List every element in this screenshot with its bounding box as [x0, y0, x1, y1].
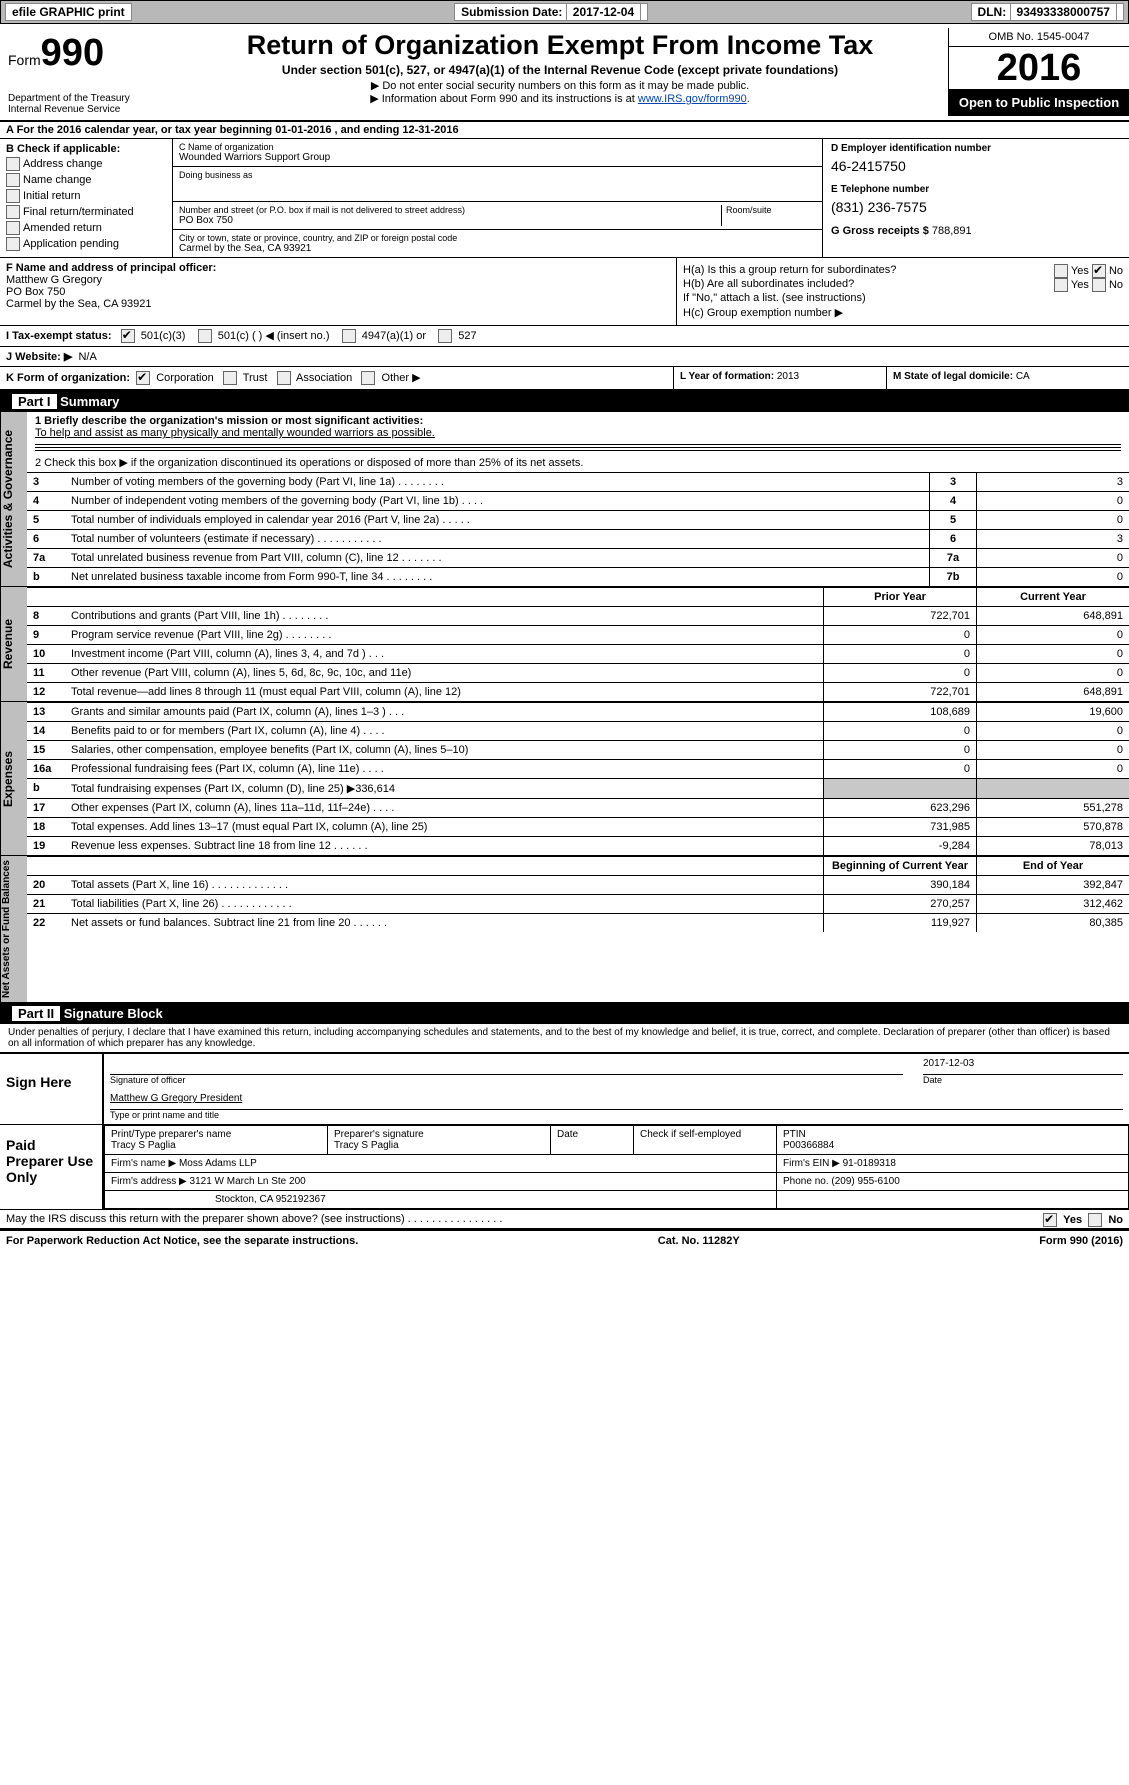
governance-section: Activities & Governance 1 Briefly descri… — [0, 412, 1129, 587]
cb-discuss-no[interactable] — [1088, 1213, 1102, 1227]
preparer-sig: Tracy S Paglia — [334, 1140, 544, 1151]
form-header: Form990 Department of the Treasury Inter… — [0, 24, 1129, 122]
org-name: Wounded Warriors Support Group — [179, 152, 816, 163]
expenses-table: 13Grants and similar amounts paid (Part … — [27, 702, 1129, 855]
tax-year: 2016 — [949, 47, 1129, 89]
officer-addr1: PO Box 750 — [6, 286, 670, 298]
firm-addr: 3121 W March Ln Ste 200 — [190, 1176, 306, 1187]
top-bar: efile GRAPHIC print Submission Date: 201… — [0, 0, 1129, 24]
dln: DLN: 93493338000757 — [971, 3, 1124, 21]
h-b: H(b) Are all subordinates included? Yes … — [683, 278, 1123, 290]
omb-number: OMB No. 1545-0047 — [949, 28, 1129, 47]
street: PO Box 750 — [179, 215, 721, 226]
firm-city: Stockton, CA 952192367 — [215, 1194, 326, 1205]
section-a: A For the 2016 calendar year, or tax yea… — [0, 122, 1129, 139]
sign-date: 2017-12-03 — [923, 1058, 974, 1069]
cb-other[interactable] — [361, 371, 375, 385]
cb-initial-return[interactable]: Initial return — [6, 189, 166, 203]
section-k-l-m: K Form of organization: Corporation Trus… — [0, 367, 1129, 391]
website: N/A — [78, 351, 96, 363]
cb-corporation[interactable] — [136, 371, 150, 385]
form-ref: Form 990 (2016) — [1039, 1235, 1123, 1247]
preparer-name: Tracy S Paglia — [111, 1140, 321, 1151]
state-domicile: CA — [1016, 371, 1030, 382]
governance-table: 3Number of voting members of the governi… — [27, 472, 1129, 586]
sign-here-block: Sign Here Signature of officer2017-12-03… — [0, 1052, 1129, 1125]
cb-discuss-yes[interactable] — [1043, 1213, 1057, 1227]
discuss-line: May the IRS discuss this return with the… — [0, 1210, 1129, 1230]
telephone: (831) 236-7575 — [831, 199, 1121, 215]
gross-receipts: G Gross receipts $ 788,891 — [831, 225, 1121, 237]
ptin: P00366884 — [783, 1140, 1122, 1151]
ein: 46-2415750 — [831, 158, 1121, 174]
firm-name: Moss Adams LLP — [179, 1158, 257, 1169]
cb-address-change[interactable]: Address change — [6, 157, 166, 171]
cat-no: Cat. No. 11282Y — [658, 1235, 740, 1247]
officer-addr2: Carmel by the Sea, CA 93921 — [6, 298, 670, 310]
sidelabel-expenses: Expenses — [0, 702, 27, 855]
open-to-public: Open to Public Inspection — [949, 89, 1129, 116]
page-footer: For Paperwork Reduction Act Notice, see … — [0, 1230, 1129, 1251]
cb-501c3[interactable] — [121, 329, 135, 343]
sidelabel-governance: Activities & Governance — [0, 412, 27, 586]
efile-badge: efile GRAPHIC print — [5, 3, 132, 21]
revenue-section: Revenue Prior YearCurrent Year8Contribut… — [0, 587, 1129, 702]
section-b-c-d: B Check if applicable: Address change Na… — [0, 139, 1129, 258]
section-f-h: F Name and address of principal officer:… — [0, 258, 1129, 326]
cb-amended[interactable]: Amended return — [6, 221, 166, 235]
revenue-table: Prior YearCurrent Year8Contributions and… — [27, 587, 1129, 701]
firm-phone: (209) 955-6100 — [831, 1176, 899, 1187]
h-c: H(c) Group exemption number ▶ — [683, 306, 1123, 319]
h-note: If "No," attach a list. (see instruction… — [683, 292, 1123, 304]
city-state-zip: Carmel by the Sea, CA 93921 — [179, 243, 816, 254]
netassets-section: Net Assets or Fund Balances Beginning of… — [0, 856, 1129, 1003]
section-b: B Check if applicable: Address change Na… — [0, 139, 173, 257]
ssn-warning: ▶ Do not enter social security numbers o… — [182, 79, 938, 92]
irs-link[interactable]: www.IRS.gov/form990 — [638, 93, 747, 105]
irs-label: Internal Revenue Service — [8, 104, 168, 115]
perjury-statement: Under penalties of perjury, I declare th… — [0, 1024, 1129, 1052]
submission-date: Submission Date: 2017-12-04 — [454, 3, 648, 21]
part-2-header: Part II Signature Block — [0, 1003, 1129, 1024]
officer-signed-name: Matthew G Gregory President — [110, 1093, 242, 1104]
cb-trust[interactable] — [223, 371, 237, 385]
section-d-e-g: D Employer identification number 46-2415… — [823, 139, 1129, 257]
cb-association[interactable] — [277, 371, 291, 385]
instructions-line: ▶ Information about Form 990 and its ins… — [182, 92, 938, 105]
q2: 2 Check this box ▶ if the organization d… — [27, 453, 1129, 472]
part-1-header: Part I Summary — [0, 391, 1129, 412]
section-c: C Name of organizationWounded Warriors S… — [173, 139, 823, 257]
cb-527[interactable] — [438, 329, 452, 343]
officer-name: Matthew G Gregory — [6, 274, 670, 286]
form-990-page: efile GRAPHIC print Submission Date: 201… — [0, 0, 1129, 1251]
cb-4947[interactable] — [342, 329, 356, 343]
cb-application-pending[interactable]: Application pending — [6, 237, 166, 251]
dept-treasury: Department of the Treasury — [8, 93, 168, 104]
netassets-table: Beginning of Current YearEnd of Year20To… — [27, 856, 1129, 932]
form-title: Return of Organization Exempt From Incom… — [182, 30, 938, 61]
mission: To help and assist as many physically an… — [35, 427, 435, 439]
expenses-section: Expenses 13Grants and similar amounts pa… — [0, 702, 1129, 856]
section-j: J Website: ▶ N/A — [0, 347, 1129, 367]
h-a: H(a) Is this a group return for subordin… — [683, 264, 1123, 276]
sidelabel-netassets: Net Assets or Fund Balances — [0, 856, 27, 1002]
sidelabel-revenue: Revenue — [0, 587, 27, 701]
paid-preparer-table: Print/Type preparer's nameTracy S Paglia… — [104, 1125, 1129, 1209]
cb-final-return[interactable]: Final return/terminated — [6, 205, 166, 219]
year-formation: 2013 — [777, 371, 799, 382]
firm-ein: 91-0189318 — [843, 1158, 896, 1169]
cb-name-change[interactable]: Name change — [6, 173, 166, 187]
paperwork-notice: For Paperwork Reduction Act Notice, see … — [6, 1235, 358, 1247]
cb-501c[interactable] — [198, 329, 212, 343]
form-subtitle: Under section 501(c), 527, or 4947(a)(1)… — [182, 63, 938, 77]
paid-preparer-block: Paid Preparer Use Only Print/Type prepar… — [0, 1125, 1129, 1210]
section-i: I Tax-exempt status: 501(c)(3) 501(c) ( … — [0, 326, 1129, 347]
